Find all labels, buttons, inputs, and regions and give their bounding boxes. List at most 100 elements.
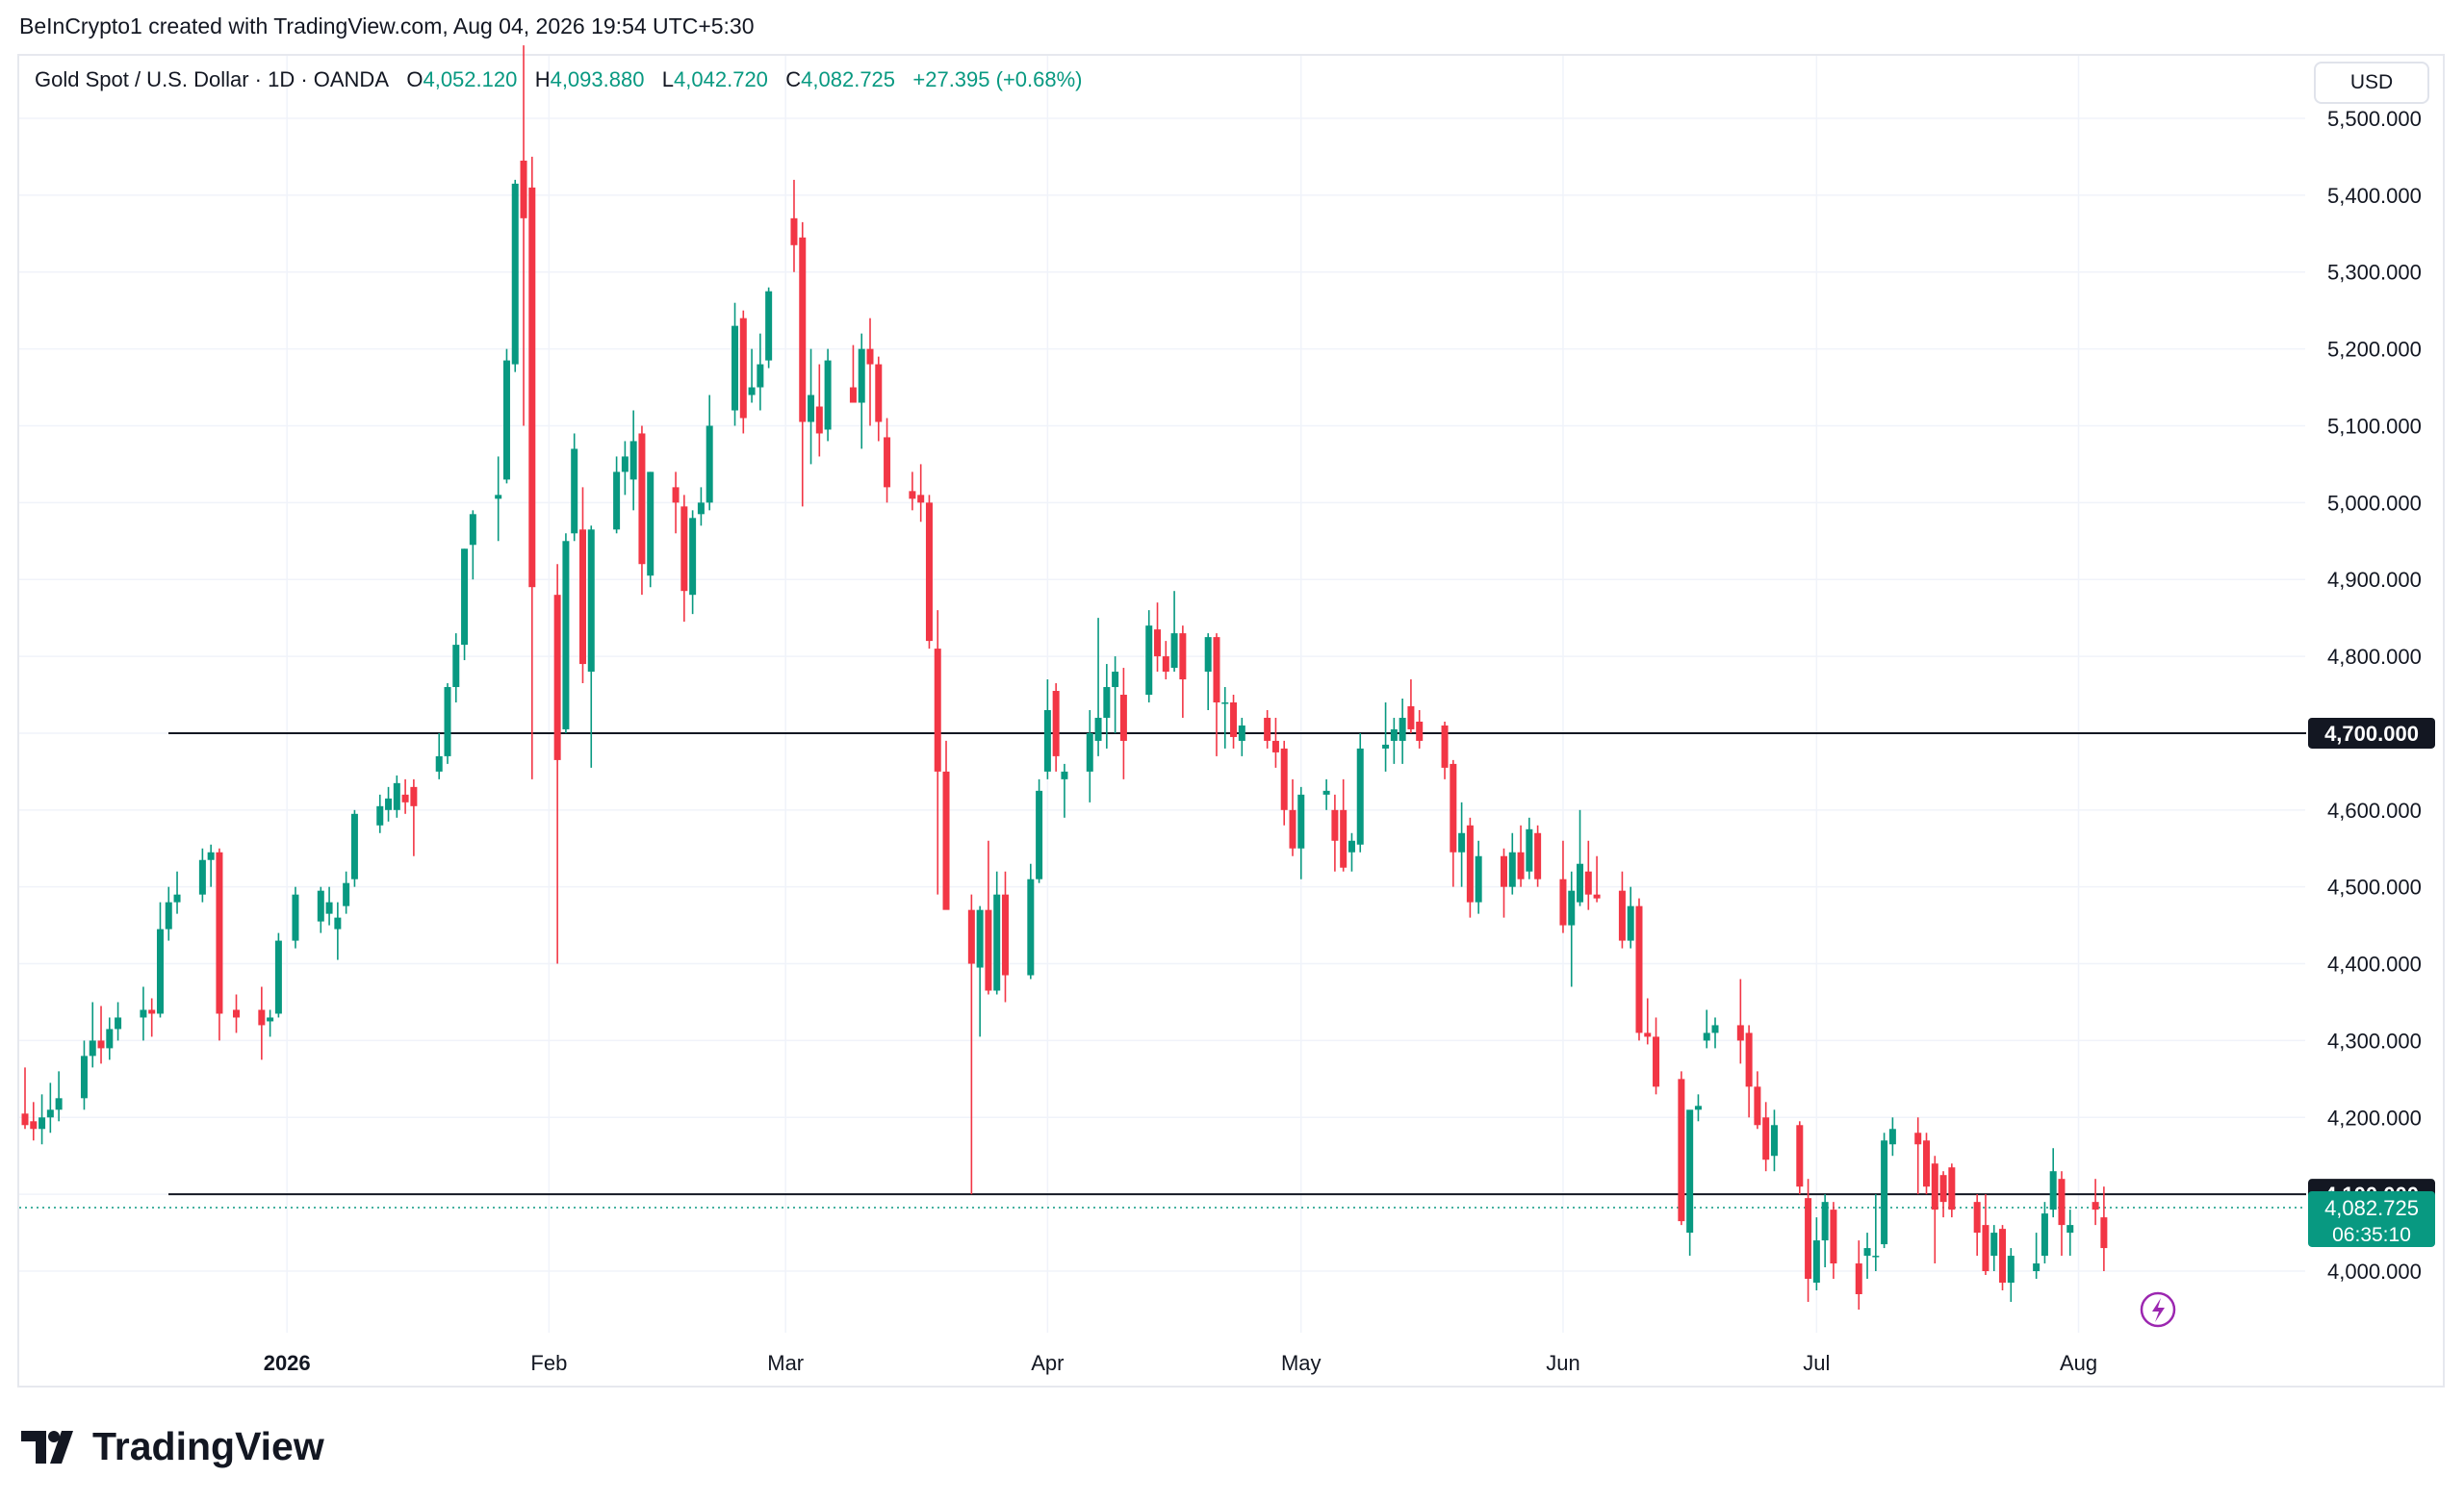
candle-body xyxy=(1264,717,1271,741)
candle xyxy=(858,333,865,449)
open-value: 4,052.120 xyxy=(423,67,518,91)
candle xyxy=(706,395,713,511)
candle xyxy=(1052,683,1060,772)
candle xyxy=(1340,778,1348,872)
attribution-text: BeInCrypto1 created with TradingView.com… xyxy=(19,13,755,38)
candle-body xyxy=(739,318,747,419)
tradingview-logo[interactable]: TradingView xyxy=(21,1424,324,1469)
candle-body xyxy=(587,529,595,673)
candle-body xyxy=(1162,656,1169,673)
candle-body xyxy=(1812,1240,1820,1284)
candle xyxy=(884,418,891,503)
candle xyxy=(1948,1163,1956,1218)
candle xyxy=(1331,794,1339,872)
candle xyxy=(976,905,984,1037)
candle-body xyxy=(1154,629,1162,657)
candle xyxy=(571,433,578,542)
candle-body xyxy=(647,471,654,576)
tradingview-brand-text: TradingView xyxy=(92,1424,324,1468)
lightning-icon[interactable] xyxy=(2140,1291,2176,1328)
candle xyxy=(1399,699,1406,764)
candle xyxy=(2058,1171,2066,1257)
candle-body xyxy=(2033,1263,2040,1272)
candle xyxy=(156,902,164,1018)
candle-body xyxy=(1382,744,1390,749)
candle-body xyxy=(495,495,502,499)
candle xyxy=(258,986,266,1060)
candle xyxy=(808,348,815,465)
candle xyxy=(1407,679,1415,733)
candle-body xyxy=(1112,672,1119,688)
candle-body xyxy=(808,395,815,422)
candle xyxy=(739,310,747,434)
candle-body xyxy=(1805,1198,1812,1280)
symbol-name[interactable]: Gold Spot / U.S. Dollar · 1D · OANDA xyxy=(35,67,389,91)
candle-body xyxy=(2049,1171,2057,1210)
candle-body xyxy=(1458,832,1466,853)
last-price-label: 4,082.725 xyxy=(2324,1196,2419,1220)
candle xyxy=(30,1102,38,1141)
candle-body xyxy=(1043,709,1051,772)
candle-body xyxy=(917,495,925,503)
candle xyxy=(1593,855,1601,903)
candle-body xyxy=(1280,748,1288,810)
candle xyxy=(1618,871,1626,949)
candle-body xyxy=(1399,717,1406,741)
candle-body xyxy=(1441,725,1449,768)
candle xyxy=(1221,687,1229,749)
candle-body xyxy=(1584,871,1592,895)
candle xyxy=(1170,591,1178,673)
candle xyxy=(2049,1148,2057,1218)
y-tick-label: 4,900.000 xyxy=(2327,568,2422,592)
candle-body xyxy=(1475,855,1482,903)
candle-body xyxy=(1821,1202,1829,1241)
candle-body xyxy=(292,894,299,941)
candle-body xyxy=(1948,1167,1956,1210)
candle-body xyxy=(985,909,992,991)
candle xyxy=(1694,1094,1702,1122)
candle xyxy=(1678,1071,1685,1226)
candle-body xyxy=(410,786,418,806)
candle-body xyxy=(1754,1086,1761,1126)
candle xyxy=(292,886,299,949)
candle-body xyxy=(824,360,832,430)
x-tick-label: Apr xyxy=(1031,1351,1064,1375)
currency-button[interactable]: USD xyxy=(2314,62,2429,104)
candle-body xyxy=(858,348,865,403)
price-level-badge xyxy=(2308,717,2435,749)
y-tick-label: 4,600.000 xyxy=(2327,799,2422,823)
candle-body xyxy=(1770,1125,1778,1157)
x-tick-label: Jul xyxy=(1803,1351,1830,1375)
tradingview-logo-icon xyxy=(21,1430,73,1464)
candle xyxy=(115,1002,122,1041)
candle xyxy=(393,775,400,818)
candle xyxy=(350,809,358,887)
candle-body xyxy=(106,1029,114,1049)
candle-body xyxy=(461,548,469,646)
candle xyxy=(757,333,764,411)
candle xyxy=(629,410,637,511)
candle xyxy=(689,510,697,615)
x-tick-label: 2026 xyxy=(264,1351,311,1375)
y-tick-label: 5,400.000 xyxy=(2327,184,2422,208)
candle xyxy=(1238,717,1245,756)
candle-body xyxy=(165,902,172,930)
candle-body xyxy=(1618,890,1626,941)
candle-body xyxy=(1416,721,1424,741)
candle xyxy=(1382,702,1390,772)
candle-body xyxy=(1914,1133,1922,1145)
candle xyxy=(1517,825,1525,887)
candle-body xyxy=(1119,695,1127,741)
candle xyxy=(325,886,333,926)
candle xyxy=(1466,817,1474,918)
candle-body xyxy=(343,882,350,906)
candle xyxy=(1863,1233,1871,1280)
candle-body xyxy=(317,890,324,922)
candle xyxy=(1103,664,1111,749)
candle xyxy=(1289,778,1296,856)
candle xyxy=(233,994,240,1033)
candle-body xyxy=(578,529,586,665)
candle-body xyxy=(444,687,451,756)
candle xyxy=(207,844,215,887)
